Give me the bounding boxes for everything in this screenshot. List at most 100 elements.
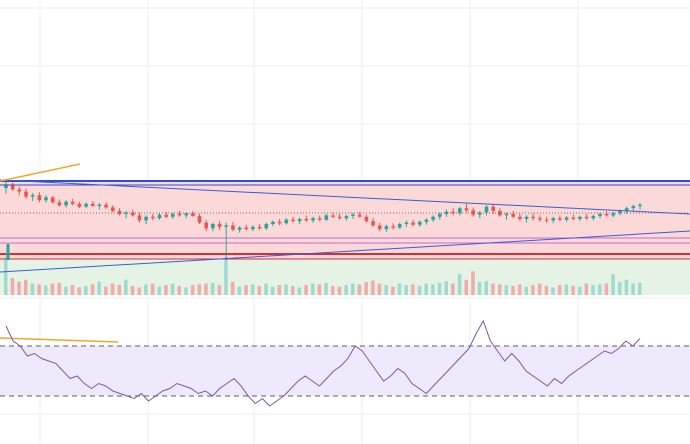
candle-body [464, 208, 469, 211]
volume-bar [117, 285, 121, 295]
price-zones [0, 181, 690, 295]
volume-bar [244, 285, 248, 295]
volume-bar [250, 284, 255, 295]
volume-bar [504, 285, 508, 295]
volume-bar [137, 287, 141, 295]
volume-bar [57, 282, 61, 295]
rsi-band [0, 346, 690, 396]
candle-body [571, 217, 576, 219]
volume-bar [197, 284, 201, 295]
volume-bar [237, 286, 242, 295]
candle-body [584, 216, 589, 219]
candle-body [237, 227, 242, 230]
volume-bar [537, 283, 542, 295]
volume-bar [311, 283, 315, 295]
candle-body [344, 216, 349, 219]
candle-body [264, 224, 269, 229]
volume-bar [417, 285, 422, 295]
candle-body [171, 213, 175, 217]
candle-body [157, 214, 162, 219]
volume-bar [364, 282, 368, 295]
volume-bar [291, 285, 295, 295]
candle-body [544, 219, 549, 221]
candle-body [44, 197, 48, 201]
candle-body [311, 218, 315, 221]
candle-body [611, 213, 616, 216]
volume-bar [397, 283, 402, 295]
volume-bar [97, 281, 101, 295]
candle-body [197, 216, 202, 223]
volume-bar [638, 282, 642, 295]
volume-bar [497, 284, 502, 295]
volume-bar [84, 285, 88, 295]
candle-body [384, 226, 389, 230]
candle-body [491, 206, 495, 211]
volume-bar [371, 280, 375, 295]
volume-bar [624, 279, 629, 295]
volume-bar [351, 283, 355, 295]
volume-bar [471, 271, 475, 295]
candle-body [377, 225, 382, 229]
rsi-divergence-line [0, 337, 119, 343]
candle-body [297, 219, 302, 222]
volume-bar [384, 285, 388, 295]
candle-body [217, 224, 222, 227]
volume-bar [571, 285, 575, 295]
volume-bar [37, 284, 41, 295]
volume-bar [224, 257, 228, 295]
candle-body [184, 213, 188, 216]
volume-bar [618, 282, 622, 295]
drawing-tools[interactable] [0, 163, 690, 273]
candle-body [84, 203, 88, 207]
candle-body [30, 195, 35, 197]
volume-bar [50, 283, 55, 295]
candle-body [77, 203, 82, 207]
volume-bar [517, 284, 522, 295]
candle-body [551, 218, 555, 221]
candle-body [431, 216, 435, 220]
candle-body [618, 211, 622, 214]
candle-body [444, 211, 449, 214]
candle-body [251, 226, 255, 230]
candle-body [231, 225, 235, 230]
candle-body [271, 221, 275, 224]
volume-bar [531, 285, 535, 295]
candle-body [317, 218, 322, 220]
volume-bar [44, 285, 48, 295]
descending-trendline [0, 179, 690, 215]
candle-body [391, 226, 395, 228]
volume-bar [277, 285, 282, 295]
volume-bar [551, 287, 555, 295]
volume-bar [584, 283, 589, 295]
volume-bar [557, 285, 562, 295]
candle-body [284, 219, 289, 224]
volume-bar [150, 283, 155, 295]
volume-bar [270, 286, 275, 295]
volume-bar [217, 285, 222, 295]
volume-bar [70, 285, 75, 295]
candle-body [164, 214, 168, 217]
volume-bar [437, 282, 442, 295]
volume-bar [297, 287, 302, 295]
volume-bar [230, 281, 235, 295]
candle-body [558, 218, 562, 220]
candle-body [177, 213, 182, 216]
volume-bar [391, 286, 395, 295]
volume-bar [491, 283, 495, 295]
volume-bar [17, 281, 21, 295]
candle-body [57, 202, 62, 206]
candle-body [351, 214, 355, 216]
candle-body [397, 224, 402, 228]
volume-bar [110, 283, 115, 295]
volume-bar [4, 257, 8, 295]
volume-bar [604, 283, 609, 295]
candle-body [37, 195, 42, 201]
candle-body [604, 213, 609, 216]
candle-body [64, 201, 68, 206]
candle-body [104, 204, 108, 208]
volume-bar [431, 284, 435, 295]
volume-bar [331, 285, 335, 295]
volume-bar [210, 282, 215, 295]
